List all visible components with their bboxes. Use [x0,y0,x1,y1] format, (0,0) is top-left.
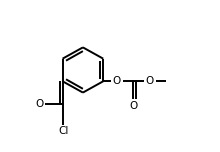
Text: O: O [35,99,44,109]
Text: Cl: Cl [57,128,68,138]
Text: O: O [146,76,154,86]
Text: O: O [129,101,138,111]
Text: O: O [129,101,138,111]
Text: Cl: Cl [58,126,68,136]
Text: O: O [35,99,44,109]
Text: O: O [113,76,121,86]
